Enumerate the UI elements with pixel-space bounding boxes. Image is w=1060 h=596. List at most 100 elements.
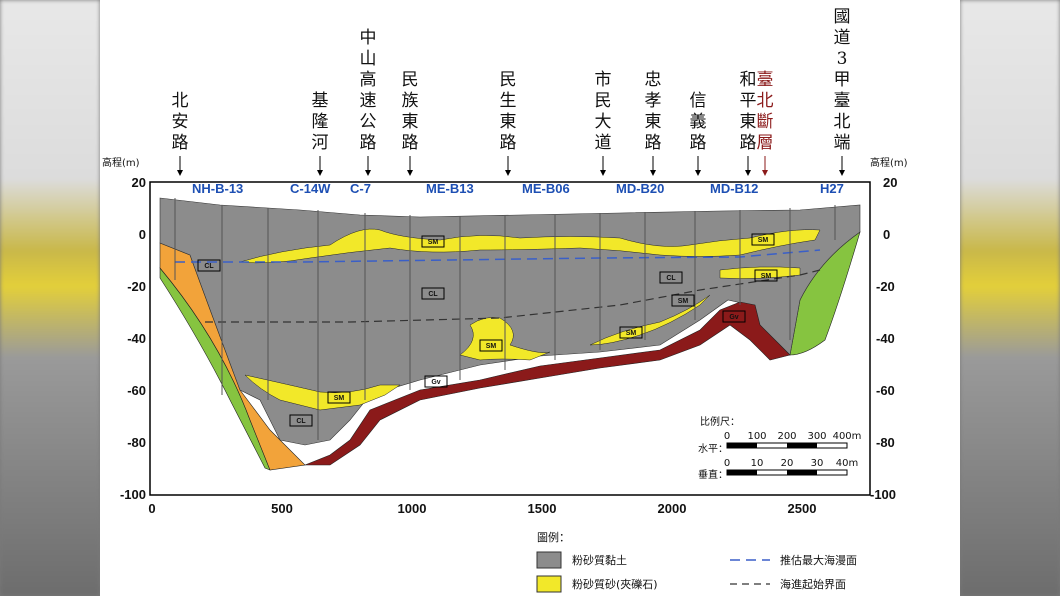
down-arrow-icon (177, 170, 183, 176)
svg-text:0: 0 (148, 501, 155, 516)
svg-text:-100: -100 (870, 487, 896, 502)
sand-label-4: SM (671, 294, 695, 307)
gravel-layer (304, 301, 791, 466)
svg-text:ME-B06: ME-B06 (522, 181, 570, 196)
svg-text:300: 300 (807, 431, 826, 442)
road-label-text: 臺北斷層 (757, 70, 774, 153)
road-label-text: 中山高速公路 (360, 28, 377, 153)
svg-text:CL: CL (666, 275, 676, 282)
gravel-label-2: Gv (722, 310, 746, 323)
svg-text:30: 30 (811, 458, 824, 469)
svg-text:-80: -80 (876, 435, 895, 450)
down-arrow-icon (839, 170, 845, 176)
right-y-axis: 高程(m) 20 0 -20 -40 -60 -80 -100 (870, 156, 908, 502)
borehole-names: NH-B-13 C-14W C-7 ME-B13 ME-B06 MD-B20 M… (192, 181, 844, 196)
svg-text:100: 100 (747, 431, 766, 442)
svg-text:CL: CL (296, 418, 306, 425)
svg-text:0: 0 (139, 227, 146, 242)
svg-text:水平：: 水平： (698, 443, 728, 455)
sand-lens-upper (239, 228, 821, 264)
sand-label-2: SM (751, 233, 775, 246)
road-label-heping-east-road: 和平東路 (740, 70, 757, 176)
plot-frame (149, 181, 871, 496)
down-arrow-icon (407, 170, 413, 176)
cross-section-svg: CL CL CL CL SM SM SM SM SM SM SM Gv Gv 高… (102, 7, 908, 593)
svg-text:H27: H27 (820, 181, 844, 196)
down-arrow-icon (745, 170, 751, 176)
svg-text:2000: 2000 (658, 501, 687, 516)
svg-text:40m: 40m (836, 458, 858, 469)
down-arrow-icon (600, 170, 606, 176)
sand-lens-right (589, 294, 711, 346)
road-label-xinyi-road: 信義路 (690, 91, 707, 176)
svg-text:-40: -40 (876, 331, 895, 346)
road-label-taipei-fault: 臺北斷層 (757, 70, 774, 176)
down-arrow-icon (650, 170, 656, 176)
svg-text:2500: 2500 (788, 501, 817, 516)
svg-text:SM: SM (761, 273, 772, 280)
silty-clay-body (159, 197, 861, 446)
svg-text:0: 0 (724, 458, 730, 469)
svg-text:NH-B-13: NH-B-13 (192, 181, 243, 196)
svg-text:SM: SM (334, 395, 345, 402)
svg-text:200: 200 (777, 431, 796, 442)
gravel-label-1: Gv (424, 375, 448, 388)
scale-bar: 比例尺： 水平： 0 100 200 300 400m 垂直： 0 10 20 … (698, 415, 861, 481)
down-arrow-icon (695, 170, 701, 176)
road-label-zhongshan-expressway: 中山高速公路 (360, 28, 377, 176)
transgression-surface (205, 269, 821, 323)
svg-text:SM: SM (678, 298, 689, 305)
svg-text:20: 20 (883, 175, 897, 190)
svg-text:圖例：: 圖例： (537, 530, 570, 544)
svg-text:20: 20 (132, 175, 146, 190)
sand-label-6: SM (479, 339, 503, 352)
svg-text:-100: -100 (120, 487, 146, 502)
svg-text:-60: -60 (876, 383, 895, 398)
road-label-minsheng-east-road: 民生東路 (500, 70, 517, 176)
road-label-text: 和平東路 (740, 70, 757, 153)
road-label-text: 國道 3 甲臺北端 (834, 7, 851, 153)
legend: 圖例： 粉砂質黏土 粉砂質砂(夾礫石) 推估最大海漫面 海進起始界面 (536, 530, 857, 593)
road-label-keelung-river: 基隆河 (312, 91, 329, 176)
svg-text:-60: -60 (127, 383, 146, 398)
max-flooding-surface (175, 249, 821, 263)
svg-text:0: 0 (883, 227, 890, 242)
svg-text:-20: -20 (876, 279, 895, 294)
geological-cross-section-panel: CL CL CL CL SM SM SM SM SM SM SM Gv Gv 高… (100, 0, 960, 596)
down-arrow-icon (317, 170, 323, 176)
road-label-text: 基隆河 (312, 91, 329, 153)
svg-text:-40: -40 (127, 331, 146, 346)
road-label-minzu-east-road: 民族東路 (402, 70, 419, 176)
road-label-text: 北安路 (172, 91, 189, 153)
svg-text:SM: SM (428, 239, 439, 246)
down-arrow-icon (365, 170, 371, 176)
sand-label-7: SM (327, 391, 351, 404)
svg-text:-20: -20 (127, 279, 146, 294)
svg-text:MD-B12: MD-B12 (710, 181, 758, 196)
road-label-text: 民生東路 (500, 70, 517, 153)
legend-sand-swatch (536, 575, 562, 593)
down-arrow-icon (505, 170, 511, 176)
sand-label-1: SM (421, 235, 445, 248)
clay-label-2: CL (421, 287, 445, 300)
svg-text:高程(m): 高程(m) (102, 156, 140, 169)
left-blurred-background (0, 0, 100, 596)
borehole-lines (174, 198, 836, 440)
x-axis: 0 500 1000 1500 2000 2500 (148, 501, 816, 516)
road-label-text: 信義路 (690, 91, 707, 153)
svg-text:20: 20 (781, 458, 794, 469)
svg-text:Gv: Gv (431, 379, 440, 386)
sand-label-5: SM (619, 326, 643, 339)
legend-clay-swatch (536, 551, 562, 569)
clay-label-4: CL (289, 414, 313, 427)
svg-text:0: 0 (724, 431, 730, 442)
svg-text:500: 500 (271, 501, 293, 516)
svg-text:高程(m): 高程(m) (870, 156, 908, 169)
svg-text:MD-B20: MD-B20 (616, 181, 664, 196)
svg-text:1000: 1000 (398, 501, 427, 516)
road-label-civic-boulevard: 市民大道 (595, 70, 612, 176)
clay-label-1: CL (197, 259, 221, 272)
svg-text:CL: CL (428, 291, 438, 298)
svg-text:C-14W: C-14W (290, 181, 331, 196)
svg-text:10: 10 (751, 458, 764, 469)
